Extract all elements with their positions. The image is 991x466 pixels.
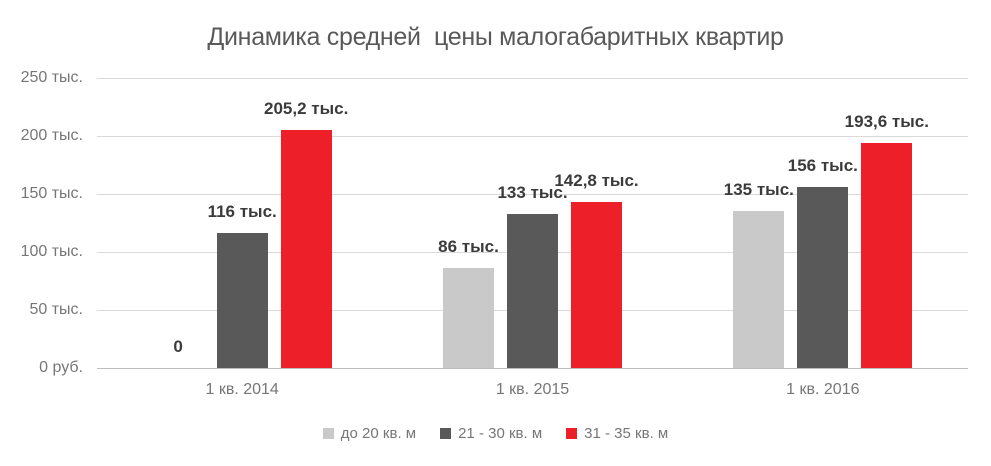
legend-label: до 20 кв. м bbox=[340, 425, 417, 442]
bar-slot: 116 тыс. bbox=[208, 78, 277, 368]
y-axis-tick-label: 50 тыс. bbox=[29, 301, 83, 318]
plot-columns: 0 116 тыс. 205,2 тыс. 1 кв. 2014 86 тыс. 133 … bbox=[97, 78, 968, 398]
bar-slot: 205,2 тыс. bbox=[264, 78, 348, 368]
bar-slot: 135 тыс. bbox=[724, 78, 794, 368]
legend-label: 31 - 35 кв. м bbox=[584, 425, 669, 442]
bar-value-label: 135 тыс. bbox=[723, 180, 794, 200]
bar bbox=[861, 143, 913, 368]
bar bbox=[570, 202, 622, 368]
bar-value-label: 133 тыс. bbox=[497, 182, 568, 202]
x-axis-line bbox=[97, 368, 968, 369]
y-axis-tick-label: 150 тыс. bbox=[20, 185, 83, 202]
bar-slot: 0 bbox=[153, 78, 204, 368]
x-axis-category-label: 1 кв. 2015 bbox=[495, 381, 570, 398]
legend-marker bbox=[440, 428, 452, 439]
bar-slot: 156 тыс. bbox=[788, 78, 858, 368]
bar-value-label: 116 тыс. bbox=[207, 202, 277, 222]
x-axis-category-label: 1 кв. 2016 bbox=[786, 381, 860, 398]
bar-value-label: 142,8 тыс. bbox=[554, 171, 639, 191]
legend: до 20 кв. м 21 - 30 кв. м 31 - 35 кв. м bbox=[0, 425, 991, 442]
y-axis-tick-label: 200 тыс. bbox=[20, 127, 83, 144]
bar-value-label: 86 тыс. bbox=[438, 237, 499, 257]
bar bbox=[280, 129, 332, 368]
bar-slot: 142,8 тыс. bbox=[554, 78, 639, 368]
y-axis-tick-label: 250 тыс. bbox=[20, 69, 83, 86]
gridline bbox=[97, 78, 968, 79]
legend-label: 21 - 30 кв. м bbox=[458, 425, 543, 442]
gridline bbox=[97, 194, 968, 195]
category-group: 135 тыс. 156 тыс. 193,6 тыс. 1 кв. 2016 bbox=[678, 78, 968, 398]
chart-title: Динамика средней цены малогабаритных ква… bbox=[207, 23, 784, 51]
bar bbox=[216, 233, 268, 368]
bar bbox=[797, 187, 849, 368]
bar bbox=[733, 211, 785, 368]
legend-item: 31 - 35 кв. м bbox=[566, 425, 668, 442]
bar-value-label: 205,2 тыс. bbox=[264, 98, 349, 118]
legend-marker bbox=[322, 428, 334, 439]
bar-value-label: 0 bbox=[173, 337, 183, 356]
bar-slot: 193,6 тыс. bbox=[845, 78, 929, 368]
plot-area: 0 116 тыс. 205,2 тыс. 1 кв. 2014 86 тыс. 133 … bbox=[97, 78, 968, 398]
legend-item: до 20 кв. м bbox=[322, 425, 417, 442]
y-axis-tick-label: 100 тыс. bbox=[20, 243, 83, 260]
category-group: 0 116 тыс. 205,2 тыс. 1 кв. 2014 bbox=[97, 78, 387, 398]
gridline bbox=[97, 136, 968, 137]
bar bbox=[506, 213, 558, 368]
bar-value-label: 156 тыс. bbox=[787, 156, 858, 176]
bar bbox=[442, 268, 494, 368]
legend-marker bbox=[566, 428, 578, 439]
x-axis-category-label: 1 кв. 2014 bbox=[205, 381, 279, 398]
y-axis-tick-labels: 0 руб. 50 тыс. 100 тыс. 150 тыс. 200 тыс. 250… bbox=[0, 69, 83, 376]
bar-value-label: 193,6 тыс. bbox=[844, 112, 929, 132]
bar-slot: 133 тыс. bbox=[497, 78, 568, 368]
category-group: 86 тыс. 133 тыс. 142,8 тыс. 1 кв. 2015 bbox=[387, 78, 677, 398]
bar-slot: 86 тыс. bbox=[438, 78, 499, 368]
y-axis-tick-label: 0 руб. bbox=[39, 359, 83, 376]
legend-item: 21 - 30 кв. м bbox=[440, 425, 542, 442]
